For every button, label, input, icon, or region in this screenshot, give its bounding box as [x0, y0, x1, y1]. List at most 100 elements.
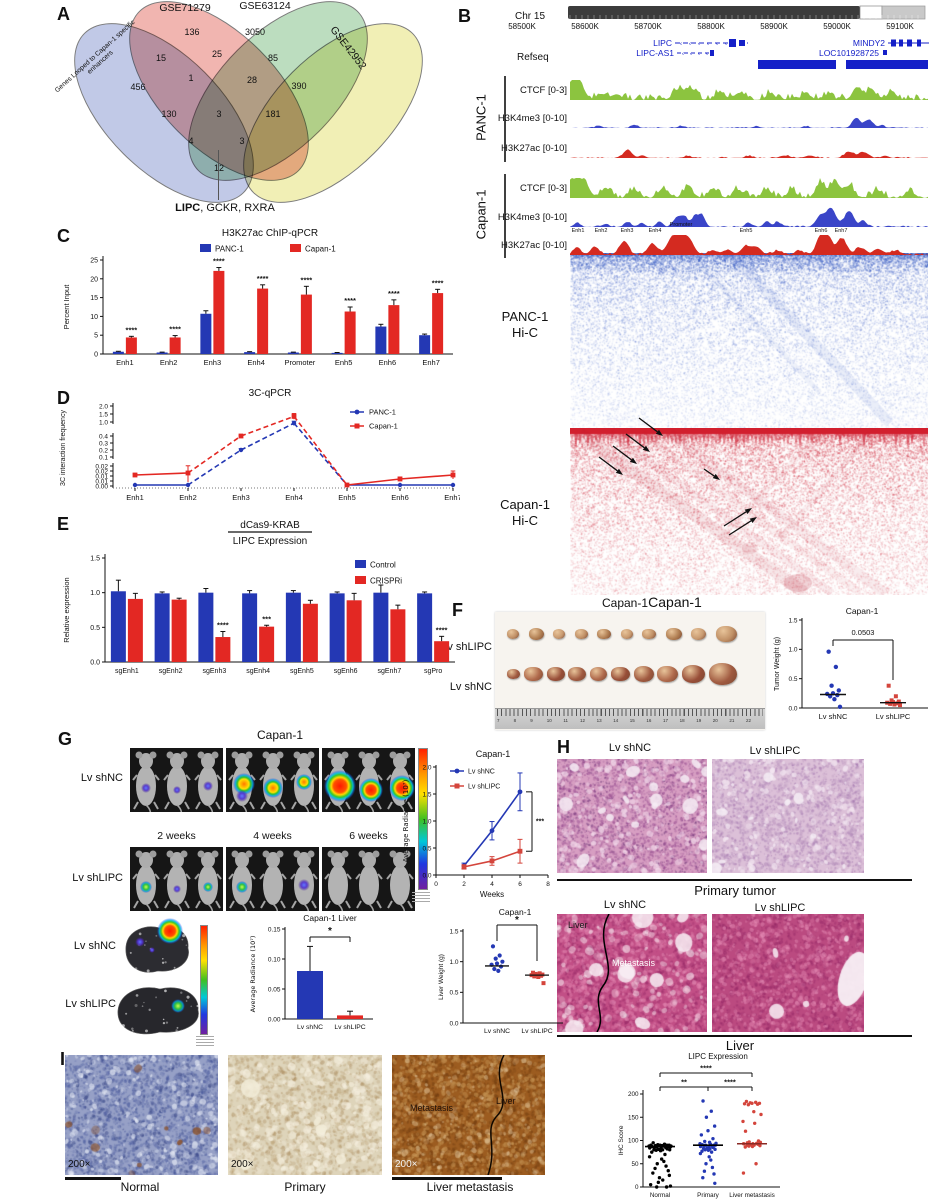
panelG-liver2-label: Lv shLIPC — [65, 998, 116, 1010]
svg-text:8: 8 — [546, 881, 550, 888]
refseq-label: Refseq — [517, 52, 549, 63]
svg-text:1.0: 1.0 — [99, 419, 108, 426]
liver-shLIPC — [116, 985, 199, 1035]
tumor-specimen — [590, 667, 608, 681]
hic-label-capan1: Capan-1 — [500, 497, 550, 512]
ruler-number: 18 — [679, 718, 685, 723]
svg-text:sgEnh6: sgEnh6 — [334, 668, 358, 675]
svg-text:Capan-1: Capan-1 — [305, 245, 336, 254]
svg-text:Promoter: Promoter — [284, 358, 315, 367]
hic-label-capan1-hic: Hi-C — [512, 513, 538, 528]
svg-text:0.5: 0.5 — [422, 845, 431, 852]
svg-text:Capan-1: Capan-1 — [846, 606, 879, 616]
svg-text:sgEnh5: sgEnh5 — [290, 668, 314, 675]
svg-text:****: **** — [301, 275, 313, 284]
panelG-row1-label: Lv shNC — [80, 772, 123, 784]
mouse-image-row1-2 — [226, 748, 319, 812]
tumor-specimen — [574, 628, 588, 640]
panelH-met-annot: Metastasis — [612, 958, 656, 968]
svg-text:Liver metastasis: Liver metastasis — [729, 1192, 775, 1199]
svg-text:sgEnh4: sgEnh4 — [246, 668, 270, 675]
panelH-bottom-shNC: Lv shNC — [603, 899, 647, 911]
svg-text:0.5: 0.5 — [449, 990, 458, 997]
enhancer-label-Enh6: Enh6 — [814, 228, 828, 234]
panel-i-label: I — [60, 1049, 66, 1069]
venn-set-gse71279: GSE71279 — [159, 2, 211, 14]
chart-ihc: LIPC Expression 0 50 100 150 200 IHC Score Norm… — [618, 1052, 780, 1199]
mouse-image-row2-1 — [130, 847, 223, 911]
svg-text:0.01: 0.01 — [95, 478, 108, 485]
mag-label-3: 200× — [395, 1159, 418, 1170]
panelG-title: Capan-1 — [256, 728, 304, 742]
svg-text:sgEnh2: sgEnh2 — [159, 668, 183, 675]
svg-text:***: *** — [536, 819, 544, 826]
panel-d-label: D — [57, 388, 70, 408]
svg-text:*: * — [515, 915, 519, 926]
venn-count-3: 3 — [216, 109, 222, 119]
tumor-specimen — [633, 666, 654, 682]
tumor-specimen — [682, 665, 706, 683]
svg-text:Percent Input: Percent Input — [62, 284, 71, 330]
panelG-liver1-label: Lv shNC — [73, 940, 116, 952]
venn-count-3050: 3050 — [244, 27, 266, 37]
panelF-title: Capan-1 — [601, 596, 649, 610]
svg-text:‹: ‹ — [680, 42, 682, 48]
venn-gene-rest: , GCKR, RXRA — [200, 202, 275, 214]
venn-diagram: GSE71279 GSE63124 GSE42952 Genes Looped to … — [40, 0, 455, 234]
svg-text:****: **** — [217, 620, 229, 629]
venn-count-25: 25 — [211, 49, 222, 59]
svg-text:PANC-1: PANC-1 — [369, 408, 396, 417]
panelH-top-shNC: Lv shNC — [608, 742, 652, 754]
hic-caption: Capan-1 — [648, 594, 702, 610]
enhancer-label-Promoter: Promoter — [669, 222, 693, 228]
tumor-specimen — [620, 629, 633, 639]
ruler-number: 7 — [497, 718, 500, 723]
svg-text:*: * — [328, 926, 332, 937]
svg-text:**: ** — [681, 1078, 687, 1087]
ruler: 7 8 9 10 11 12 13 14 15 16 17 18 19 20 21 22 — [495, 708, 765, 729]
svg-text:Enh3: Enh3 — [232, 493, 250, 502]
svg-text:LIPC Expression: LIPC Expression — [688, 1052, 748, 1061]
ruler-number: 11 — [563, 718, 569, 723]
svg-text:PANC-1: PANC-1 — [215, 245, 244, 254]
svg-text:50: 50 — [631, 1161, 639, 1168]
panelH-top-caption: Primary tumor — [694, 883, 776, 898]
svg-text:IHC Score: IHC Score — [618, 1125, 625, 1155]
coord-58500K: 58500K — [508, 22, 536, 31]
svg-text:***: *** — [262, 614, 271, 623]
svg-text:LIPC: LIPC — [653, 38, 672, 48]
venn-count-456: 456 — [130, 82, 146, 92]
chr15-label: Chr 15 — [515, 11, 546, 22]
panel-a-label: A — [57, 4, 70, 24]
svg-text:Average Radiance (10⁷): Average Radiance (10⁷) — [402, 779, 410, 862]
svg-text:Enh7: Enh7 — [444, 493, 460, 502]
svg-text:‹: ‹ — [689, 42, 691, 48]
ruler-number: 9 — [530, 718, 533, 723]
svg-text:0.0503: 0.0503 — [852, 628, 875, 637]
svg-text:sgEnh3: sgEnh3 — [203, 668, 227, 675]
svg-text:1.0: 1.0 — [449, 959, 458, 966]
track-label: CTCF [0-3] — [520, 85, 567, 96]
svg-text:‹: ‹ — [706, 52, 708, 58]
enhancer-label-Enh3: Enh3 — [620, 228, 634, 234]
svg-text:LOC101928725: LOC101928725 — [819, 48, 879, 58]
svg-text:150: 150 — [628, 1114, 639, 1121]
svg-text:MINDY2: MINDY2 — [853, 38, 885, 48]
svg-text:20: 20 — [90, 276, 98, 283]
divider — [557, 879, 912, 881]
svg-text:Enh6: Enh6 — [379, 358, 397, 367]
enhancer-label-Enh5: Enh5 — [739, 228, 753, 234]
svg-text:Average Radiance (10⁷): Average Radiance (10⁷) — [249, 936, 257, 1013]
week-label: 4 weeks — [253, 830, 292, 842]
svg-text:****: **** — [432, 278, 444, 287]
svg-text:25: 25 — [90, 258, 98, 265]
mouse-image-row1-1 — [130, 748, 223, 812]
svg-text:LIPC-AS1: LIPC-AS1 — [636, 48, 674, 58]
ruler-number: 10 — [546, 718, 552, 723]
svg-text:0.3: 0.3 — [99, 440, 108, 447]
svg-text:****: **** — [257, 274, 269, 283]
tumor-specimen — [597, 628, 612, 640]
mag-label-2: 200× — [231, 1159, 254, 1170]
svg-text:0: 0 — [434, 881, 438, 888]
